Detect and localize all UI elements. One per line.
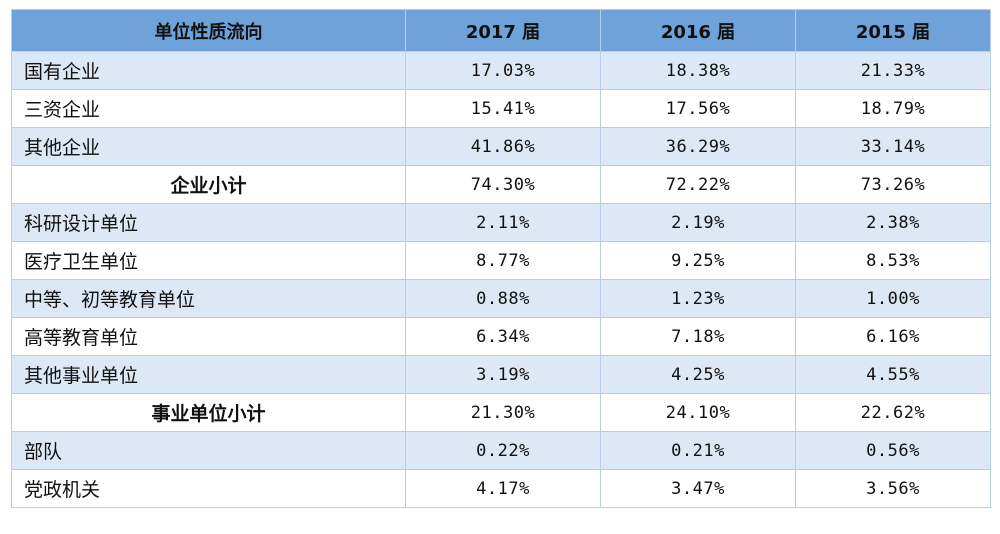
unit-type-cell: 中等、初等教育单位 [11, 279, 406, 318]
table-row: 其他事业单位 3.19% 4.25% 4.55% [11, 355, 991, 394]
table-subtotal-row: 企业小计 74.30% 72.22% 73.26% [11, 165, 991, 204]
percentage-cell: 15.41% [405, 89, 601, 128]
percentage-cell: 8.53% [795, 241, 991, 280]
percentage-cell: 8.77% [405, 241, 601, 280]
percentage-cell: 6.16% [795, 317, 991, 356]
table-subtotal-row: 事业单位小计 21.30% 24.10% 22.62% [11, 393, 991, 432]
percentage-cell: 21.33% [795, 51, 991, 90]
header-year-2015: 2015 届 [795, 9, 991, 52]
percentage-cell: 0.22% [405, 431, 601, 470]
table-row: 国有企业 17.03% 18.38% 21.33% [11, 51, 991, 90]
table-row: 科研设计单位 2.11% 2.19% 2.38% [11, 203, 991, 242]
percentage-cell: 3.47% [600, 469, 796, 508]
table-row: 高等教育单位 6.34% 7.18% 6.16% [11, 317, 991, 356]
unit-type-cell: 医疗卫生单位 [11, 241, 406, 280]
header-year-2017: 2017 届 [405, 9, 601, 52]
unit-type-cell: 高等教育单位 [11, 317, 406, 356]
percentage-cell: 36.29% [600, 127, 796, 166]
percentage-cell: 73.26% [795, 165, 991, 204]
unit-type-cell: 企业小计 [11, 165, 406, 204]
percentage-cell: 22.62% [795, 393, 991, 432]
unit-type-cell: 其他企业 [11, 127, 406, 166]
unit-type-cell: 国有企业 [11, 51, 406, 90]
table-body: 国有企业 17.03% 18.38% 21.33% 三资企业 15.41% 17.56% 18… [11, 51, 991, 508]
table-row: 其他企业 41.86% 36.29% 33.14% [11, 127, 991, 166]
header-year-2016: 2016 届 [600, 9, 796, 52]
percentage-cell: 0.21% [600, 431, 796, 470]
percentage-cell: 3.19% [405, 355, 601, 394]
percentage-cell: 2.19% [600, 203, 796, 242]
table-row: 党政机关 4.17% 3.47% 3.56% [11, 469, 991, 508]
table-row: 医疗卫生单位 8.77% 9.25% 8.53% [11, 241, 991, 280]
percentage-cell: 24.10% [600, 393, 796, 432]
header-unit-type: 单位性质流向 [11, 9, 406, 52]
unit-type-cell: 科研设计单位 [11, 203, 406, 242]
percentage-cell: 33.14% [795, 127, 991, 166]
percentage-cell: 3.56% [795, 469, 991, 508]
employment-destination-table: 单位性质流向 2017 届 2016 届 2015 届 国有企业 17.03% 18… [11, 9, 991, 508]
unit-type-cell: 部队 [11, 431, 406, 470]
percentage-cell: 18.38% [600, 51, 796, 90]
percentage-cell: 7.18% [600, 317, 796, 356]
unit-type-cell: 其他事业单位 [11, 355, 406, 394]
top-strip [0, 0, 1000, 9]
percentage-cell: 1.00% [795, 279, 991, 318]
table-row: 中等、初等教育单位 0.88% 1.23% 1.00% [11, 279, 991, 318]
percentage-cell: 21.30% [405, 393, 601, 432]
percentage-cell: 4.25% [600, 355, 796, 394]
unit-type-cell: 事业单位小计 [11, 393, 406, 432]
percentage-cell: 1.23% [600, 279, 796, 318]
percentage-cell: 6.34% [405, 317, 601, 356]
percentage-cell: 18.79% [795, 89, 991, 128]
table-row: 部队 0.22% 0.21% 0.56% [11, 431, 991, 470]
table-row: 三资企业 15.41% 17.56% 18.79% [11, 89, 991, 128]
percentage-cell: 17.03% [405, 51, 601, 90]
unit-type-cell: 党政机关 [11, 469, 406, 508]
percentage-cell: 4.55% [795, 355, 991, 394]
percentage-cell: 9.25% [600, 241, 796, 280]
percentage-cell: 2.11% [405, 203, 601, 242]
percentage-cell: 4.17% [405, 469, 601, 508]
percentage-cell: 41.86% [405, 127, 601, 166]
percentage-cell: 74.30% [405, 165, 601, 204]
percentage-cell: 72.22% [600, 165, 796, 204]
table-header-row: 单位性质流向 2017 届 2016 届 2015 届 [11, 9, 991, 52]
percentage-cell: 2.38% [795, 203, 991, 242]
unit-type-cell: 三资企业 [11, 89, 406, 128]
percentage-cell: 0.56% [795, 431, 991, 470]
percentage-cell: 17.56% [600, 89, 796, 128]
percentage-cell: 0.88% [405, 279, 601, 318]
